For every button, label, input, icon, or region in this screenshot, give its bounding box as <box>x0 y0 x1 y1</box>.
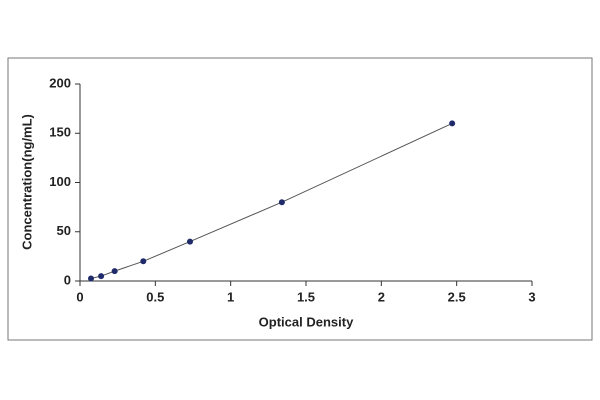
data-point <box>278 199 285 206</box>
y-tick-label: 100 <box>49 174 71 189</box>
data-point <box>87 275 94 282</box>
x-tick-label: 1 <box>227 289 234 304</box>
y-tick-label: 150 <box>49 125 71 140</box>
x-tick-label: 2 <box>378 289 385 304</box>
x-tick-label: 3 <box>528 289 535 304</box>
data-point <box>449 120 456 127</box>
x-tick-label: 1.5 <box>297 289 315 304</box>
chart-frame <box>7 57 593 341</box>
x-tick-label: 2.5 <box>448 289 466 304</box>
data-point <box>111 268 118 275</box>
x-tick-label: 0 <box>76 289 83 304</box>
x-axis-label: Optical Density <box>259 314 354 329</box>
data-point <box>140 258 147 265</box>
y-tick-label: 200 <box>49 75 71 90</box>
x-tick-label: 0.5 <box>146 289 164 304</box>
curve <box>90 122 453 280</box>
data-point <box>98 273 105 280</box>
y-tick-label: 0 <box>64 272 71 287</box>
y-tick-label: 50 <box>57 223 71 238</box>
y-axis-label: Concentration(ng/mL) <box>19 114 34 250</box>
data-point <box>186 238 193 245</box>
